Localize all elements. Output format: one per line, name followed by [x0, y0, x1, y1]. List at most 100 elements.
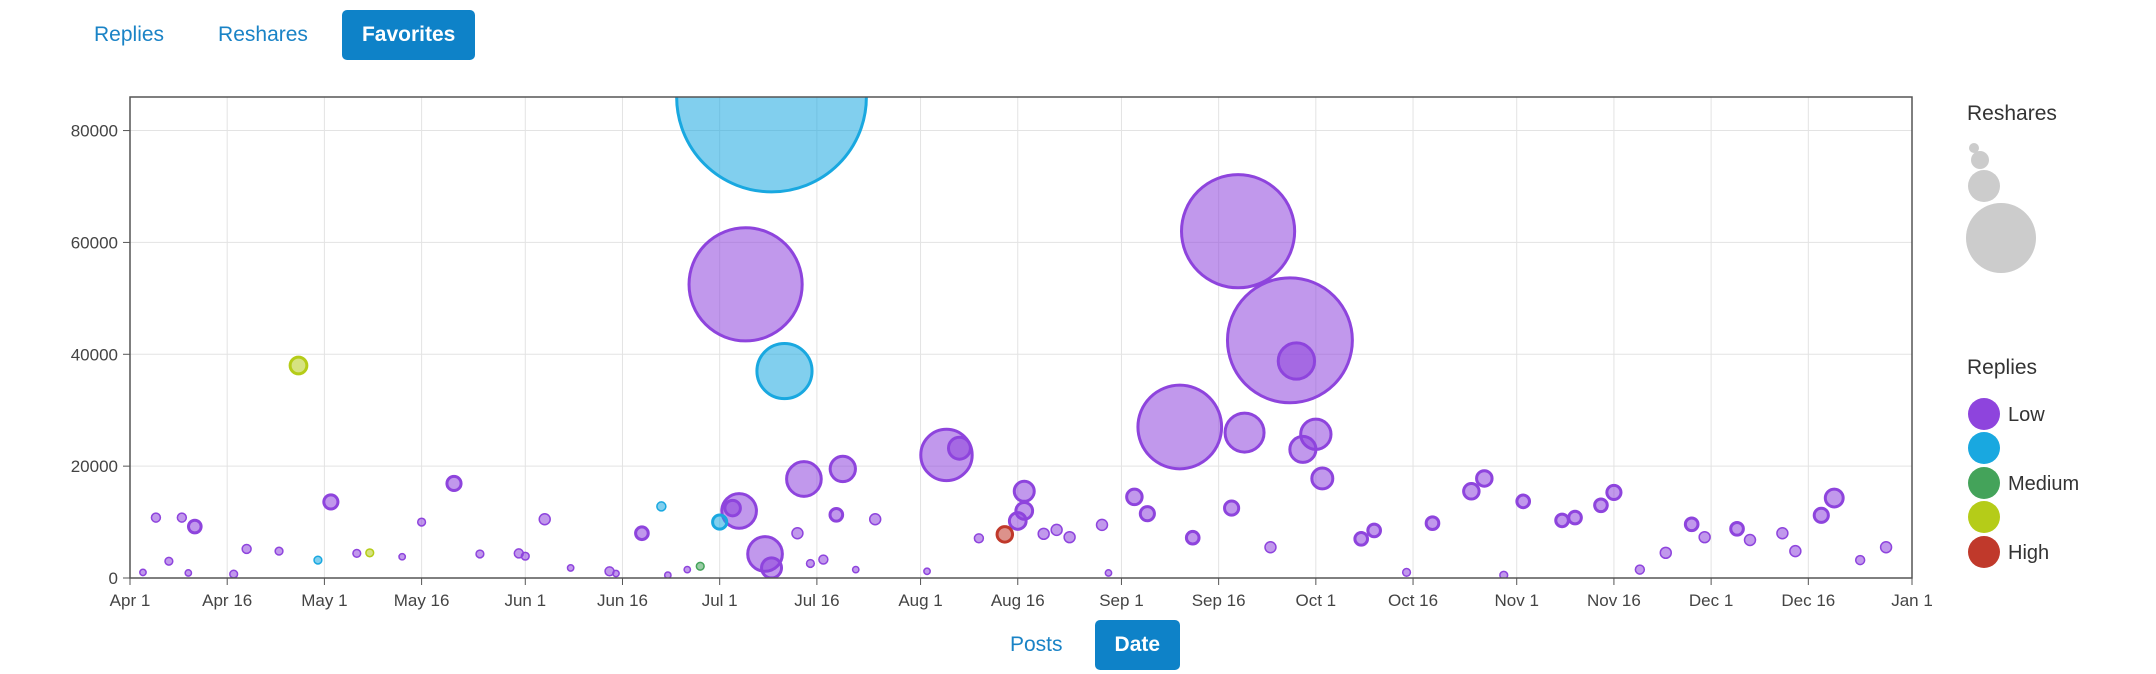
tab-posts[interactable]: Posts	[1010, 633, 1063, 656]
y-tick-label: 0	[109, 569, 118, 588]
x-tick-label: Oct 16	[1388, 591, 1438, 610]
bubble-point[interactable]	[1789, 544, 1802, 558]
bubble-point[interactable]	[566, 564, 575, 572]
bubble-point[interactable]	[1138, 505, 1156, 523]
bubble-point[interactable]	[313, 555, 323, 565]
tab-date[interactable]: Date	[1094, 620, 1181, 670]
bubble-point[interactable]	[791, 527, 804, 540]
bubble-point[interactable]	[1136, 383, 1224, 471]
tab-reshares[interactable]: Reshares	[218, 23, 308, 46]
bubble-point[interactable]	[1223, 499, 1241, 517]
bubble-point[interactable]	[1499, 570, 1509, 579]
bubble-point[interactable]	[683, 565, 692, 574]
bubble-point[interactable]	[851, 565, 860, 574]
bubble-point[interactable]	[1554, 512, 1570, 529]
bubble-point[interactable]	[1037, 527, 1050, 541]
bubble-point[interactable]	[1515, 493, 1532, 510]
bubble-point[interactable]	[520, 551, 530, 561]
bubble-point[interactable]	[186, 518, 203, 535]
bubble-point[interactable]	[1012, 479, 1036, 503]
bubble-point[interactable]	[139, 568, 147, 577]
bubble-point[interactable]	[1698, 530, 1711, 544]
bubble-point[interactable]	[1743, 533, 1757, 547]
bubble-point[interactable]	[1104, 569, 1113, 577]
data-points	[139, 2, 1893, 579]
bubble-point[interactable]	[398, 552, 407, 561]
bubble-point[interactable]	[445, 474, 463, 493]
bubble-point[interactable]	[1353, 531, 1370, 547]
bubble-point[interactable]	[828, 454, 857, 484]
bubble-point[interactable]	[1776, 527, 1789, 540]
bubble-point[interactable]	[1225, 276, 1354, 405]
bubble-point[interactable]	[1823, 487, 1845, 509]
bubble-point[interactable]	[1854, 554, 1866, 566]
bubble-point[interactable]	[1063, 530, 1076, 544]
bubble-point[interactable]	[1007, 511, 1028, 531]
bubble-point[interactable]	[274, 546, 284, 556]
bubble-point[interactable]	[1605, 483, 1623, 501]
bubble-point[interactable]	[416, 517, 427, 527]
bubble-point[interactable]	[1366, 522, 1382, 539]
bubble-point[interactable]	[946, 435, 972, 461]
y-tick-label: 60000	[71, 233, 118, 252]
bubble-point[interactable]	[1593, 497, 1609, 514]
bubble-point[interactable]	[1567, 509, 1583, 526]
bubble-point[interactable]	[923, 567, 931, 576]
bubble-point[interactable]	[538, 513, 551, 526]
bubble-point[interactable]	[365, 548, 375, 558]
bubble-point[interactable]	[973, 533, 985, 544]
bubble-point[interactable]	[612, 569, 620, 578]
bubble-point[interactable]	[656, 501, 667, 512]
bubble-point[interactable]	[475, 549, 485, 559]
bubble-point[interactable]	[1223, 411, 1266, 454]
bubble-point[interactable]	[663, 571, 672, 578]
bubble-point[interactable]	[711, 513, 729, 531]
bubble-point[interactable]	[1125, 487, 1144, 507]
bubble-point[interactable]	[1879, 541, 1893, 554]
bubble-point[interactable]	[1424, 515, 1441, 532]
bubble-point[interactable]	[322, 493, 340, 511]
tab-favorites[interactable]: Favorites	[341, 10, 476, 60]
bubble-point[interactable]	[288, 355, 309, 376]
bubble-point[interactable]	[1276, 341, 1317, 381]
bubble-point[interactable]	[1475, 469, 1494, 488]
tab-replies[interactable]: Replies	[94, 23, 165, 46]
bubble-point[interactable]	[675, 2, 868, 194]
bubble-point[interactable]	[760, 556, 784, 578]
size-legend-circle	[1971, 151, 1989, 169]
bubble-point[interactable]	[818, 554, 829, 565]
bubble-point[interactable]	[755, 341, 814, 401]
bubble-point[interactable]	[229, 569, 239, 578]
bubble-point[interactable]	[1264, 541, 1277, 554]
legend: Reshares Replies Low Medium High	[1966, 102, 2079, 568]
bubble-point[interactable]	[352, 548, 362, 559]
bubble-point[interactable]	[805, 558, 816, 569]
bubble-point[interactable]	[828, 506, 845, 523]
bubble-point[interactable]	[1050, 523, 1063, 537]
bubble-point[interactable]	[1812, 506, 1830, 524]
bubble-point[interactable]	[695, 561, 705, 571]
bubble-point[interactable]	[1310, 466, 1335, 491]
bubble-point[interactable]	[868, 513, 882, 526]
bubble-point[interactable]	[1401, 567, 1412, 578]
bubble-point[interactable]	[176, 512, 188, 523]
bubble-point[interactable]	[1659, 546, 1672, 560]
bubble-point[interactable]	[785, 460, 823, 498]
bubble-point[interactable]	[164, 556, 174, 566]
bubble-point[interactable]	[995, 525, 1015, 544]
bubble-point[interactable]	[687, 226, 804, 343]
bubble-point[interactable]	[184, 569, 193, 577]
bubble-point[interactable]	[1184, 529, 1201, 546]
bubble-point[interactable]	[150, 512, 162, 523]
bubble-point[interactable]	[241, 543, 252, 555]
bubble-point[interactable]	[1095, 518, 1109, 532]
bubble-point[interactable]	[1683, 516, 1700, 533]
bubble-point[interactable]	[1729, 520, 1745, 537]
bubble-point[interactable]	[1288, 434, 1318, 464]
bubble-point[interactable]	[1180, 173, 1297, 290]
plot-frame	[129, 96, 1913, 579]
bubble-point[interactable]	[1634, 564, 1646, 575]
bubble-point[interactable]	[723, 498, 742, 518]
bubble-point[interactable]	[634, 525, 650, 542]
bubble-point[interactable]	[1462, 482, 1481, 501]
